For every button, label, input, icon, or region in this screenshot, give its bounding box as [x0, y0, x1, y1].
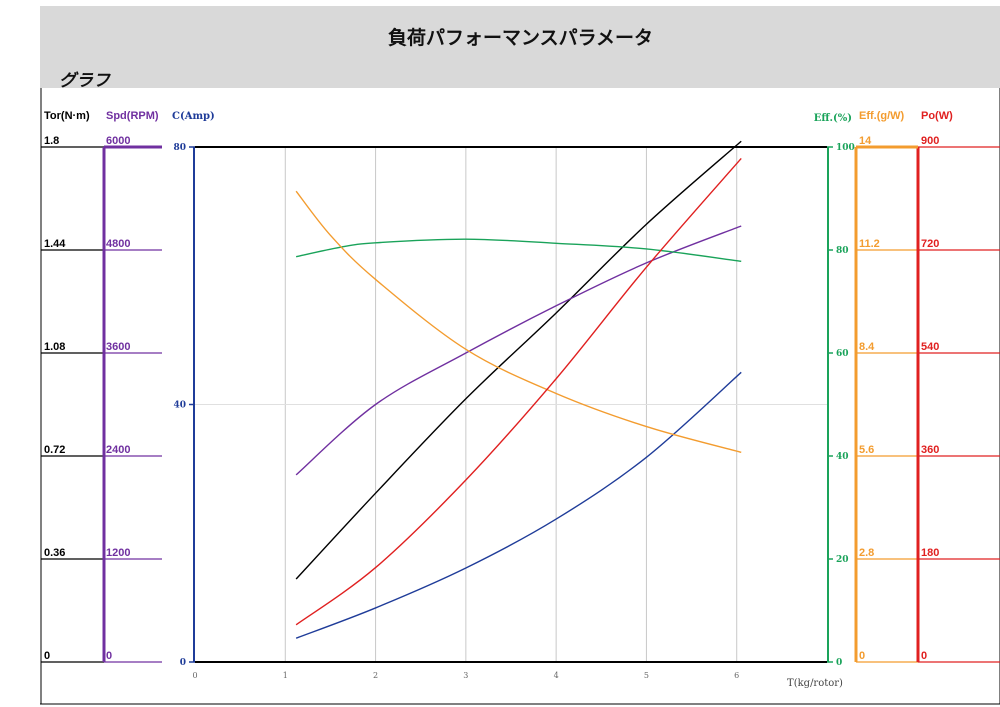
efficiency-axis-title: Eff.(%): [814, 113, 852, 124]
chart-frame: 0 1 2 3 4 5 6 T(kg/rotor) C(Amp) 0 40 80 Eff.(%) 0 20 4…: [40, 88, 1000, 705]
efficiency-tick-label: 0: [836, 658, 842, 668]
speed-tick-label: 3600: [106, 341, 130, 353]
efficiency-gw-axis-title: Eff.(g/W): [859, 110, 905, 122]
current-tick-label: 80: [173, 143, 186, 153]
current-tick-label: 0: [180, 658, 186, 668]
x-tick-label: 4: [554, 671, 559, 680]
efficiency-gw-tick-label: 5.6: [859, 444, 874, 456]
torque-tick-label: 1.44: [44, 238, 66, 250]
torque-tick-label: 0: [44, 650, 50, 662]
title-band: 負荷パフォーマンスパラメータ: [40, 6, 1000, 60]
torque-tick-label: 0.72: [44, 444, 65, 456]
efficiency-tick-label: 100: [836, 143, 855, 153]
efficiency-gw-tick-label: 11.2: [859, 238, 880, 250]
torque-tick-label: 0.36: [44, 547, 65, 559]
torque-axis-title: Tor(N·m): [44, 110, 90, 122]
current-axis-title: C(Amp): [172, 111, 215, 122]
effgw-series-line: [295, 190, 742, 453]
efficiency-gw-tick-label: 0: [859, 650, 865, 662]
power-tick-label: 720: [921, 238, 939, 250]
performance-chart: 0 1 2 3 4 5 6 T(kg/rotor) C(Amp) 0 40 80 Eff.(%) 0 20 4…: [40, 88, 1000, 705]
eff-series-line: [295, 238, 742, 263]
torque-tick-label: 1.08: [44, 341, 65, 353]
power-tick-label: 360: [921, 444, 939, 456]
tor-series-line: [295, 140, 742, 580]
x-tick-label: 3: [463, 671, 468, 680]
power-tick-label: 540: [921, 341, 939, 353]
efficiency-tick-label: 20: [836, 555, 849, 565]
power-tick-label: 0: [921, 650, 927, 662]
efficiency-tick-label: 40: [836, 452, 849, 462]
speed-tick-label: 1200: [106, 547, 130, 559]
x-tick-label: 1: [283, 671, 288, 680]
x-axis-title: T(kg/rotor): [787, 678, 843, 689]
x-tick-label: 0: [192, 671, 197, 680]
speed-axis-title: Spd(RPM): [106, 110, 159, 122]
x-tick-label: 6: [734, 671, 739, 680]
section-band: グラフ: [40, 60, 1000, 91]
efficiency-tick-label: 60: [836, 349, 849, 359]
efficiency-gw-tick-label: 14: [859, 135, 872, 147]
speed-tick-label: 0: [106, 650, 112, 662]
section-title: グラフ: [59, 71, 110, 91]
torque-tick-label: 1.8: [44, 135, 59, 147]
efficiency-tick-label: 80: [836, 246, 849, 256]
power-tick-label: 900: [921, 135, 939, 147]
current-tick-label: 40: [173, 401, 186, 411]
page-title: 負荷パフォーマンスパラメータ: [387, 27, 654, 49]
power-tick-label: 180: [921, 547, 939, 559]
x-tick-label: 2: [373, 671, 378, 680]
spd-series-line: [295, 225, 742, 476]
efficiency-gw-tick-label: 8.4: [859, 341, 875, 353]
speed-tick-label: 4800: [106, 238, 130, 250]
speed-tick-label: 2400: [106, 444, 130, 456]
power-axis-title: Po(W): [921, 110, 953, 122]
x-tick-label: 5: [644, 671, 649, 680]
po-series-line: [295, 157, 742, 626]
efficiency-gw-tick-label: 2.8: [859, 547, 874, 559]
speed-tick-label: 6000: [106, 135, 130, 147]
cur-series-line: [295, 371, 742, 639]
